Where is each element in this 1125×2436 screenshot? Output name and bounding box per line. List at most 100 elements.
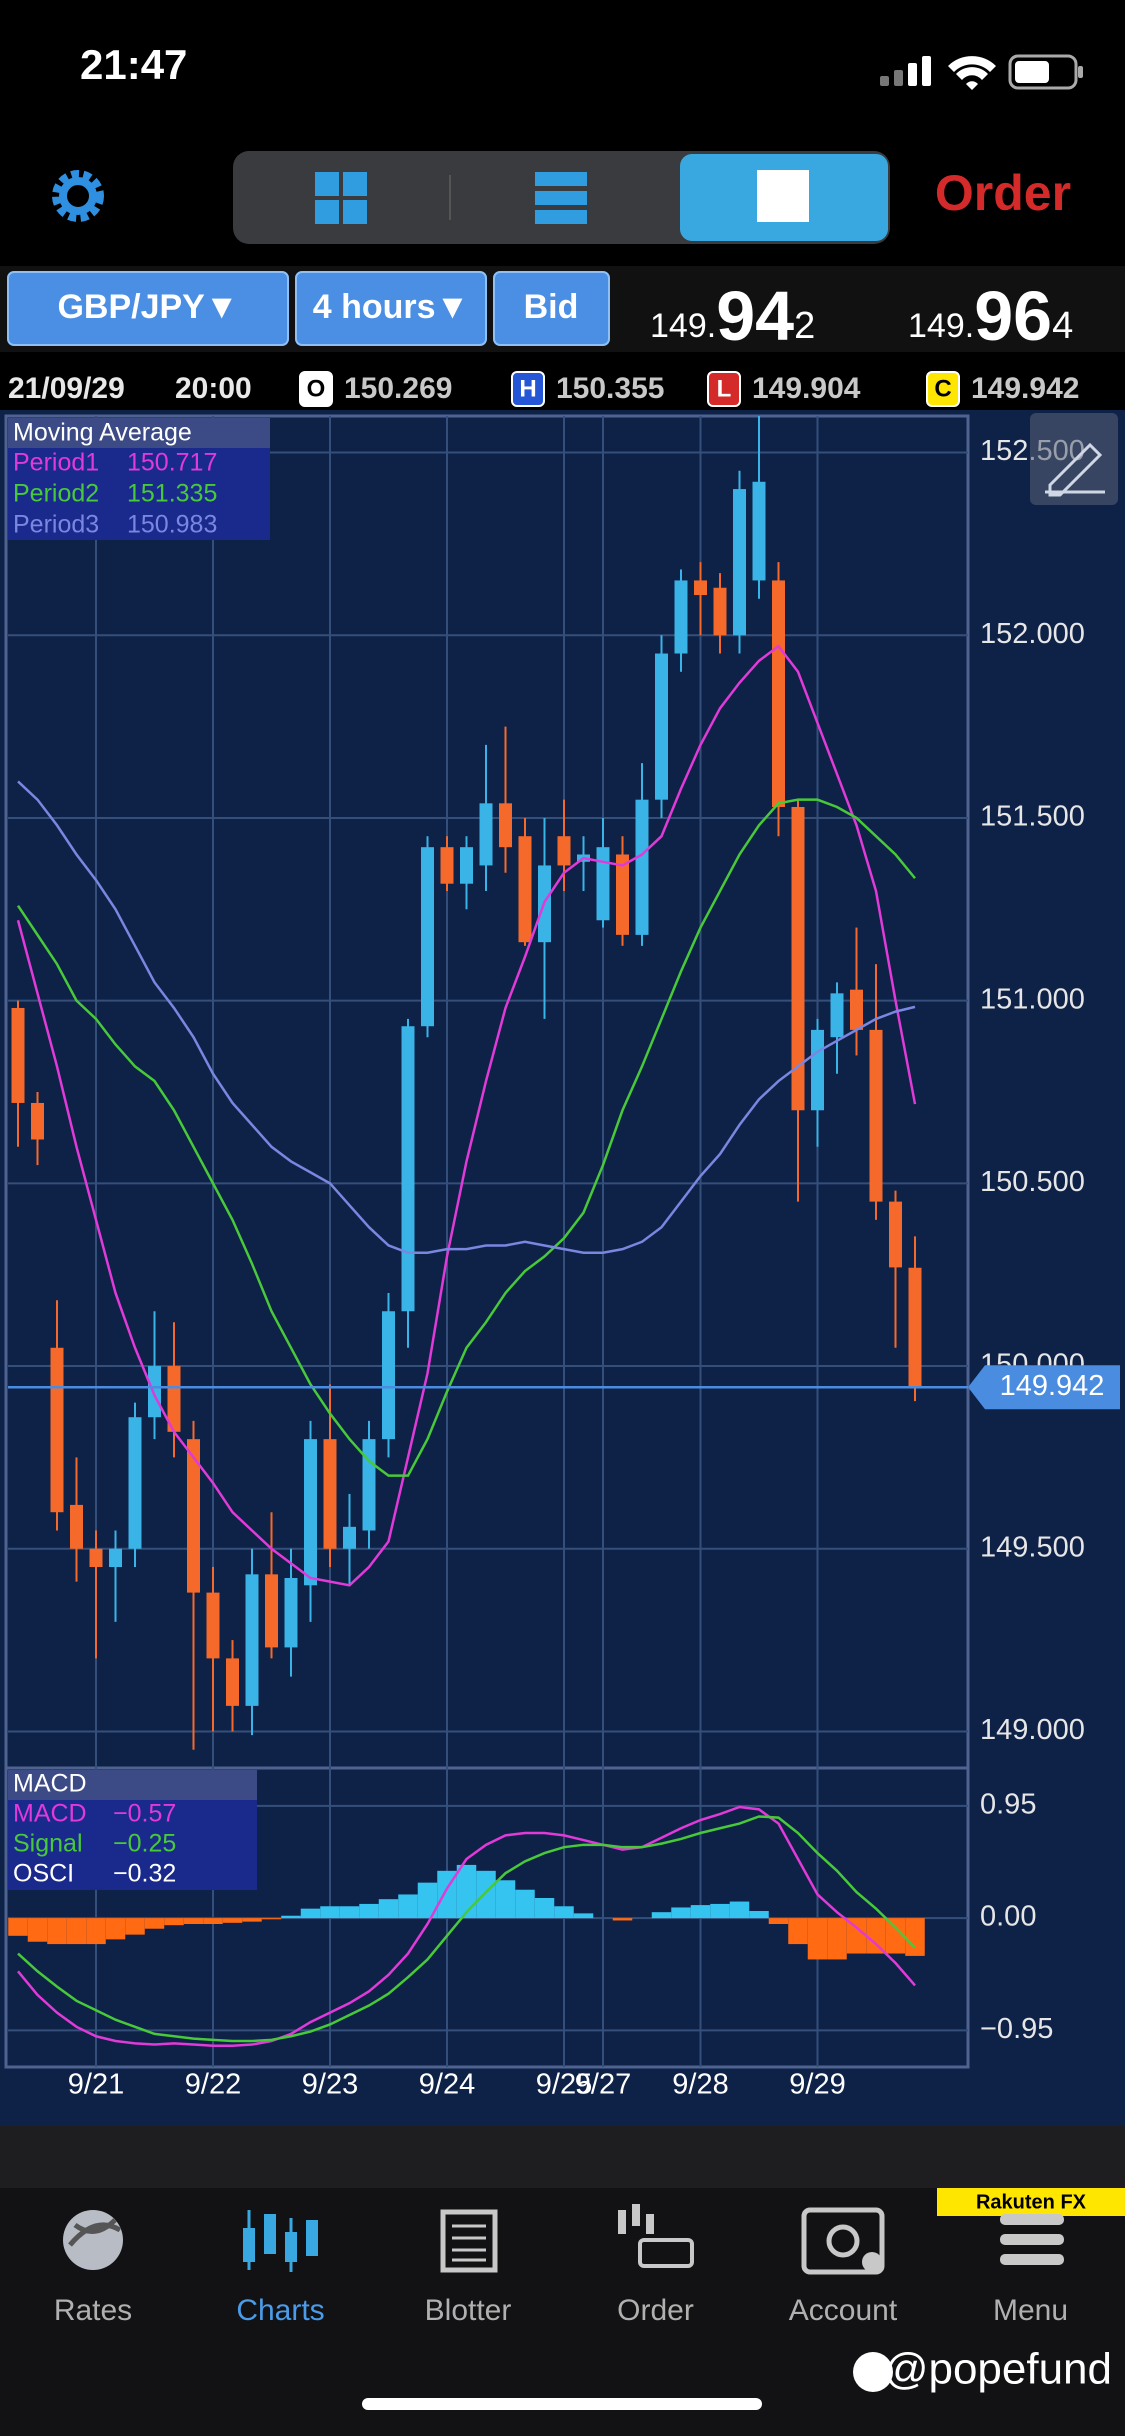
osci-bar [105, 1918, 126, 1940]
legend-name: Period1 [13, 449, 99, 477]
draw-tool-button[interactable] [1030, 413, 1118, 505]
osci-bar [612, 1918, 633, 1921]
legend-name: OSCI [13, 1860, 74, 1888]
ohlc-badge [299, 371, 333, 407]
candle-body [128, 1417, 142, 1549]
tab-label[interactable]: Menu [993, 2294, 1068, 2327]
bid-price: 149.942 [650, 277, 815, 355]
candle-body [557, 836, 571, 866]
osci-bar [827, 1918, 847, 1960]
ohlc-badge [707, 371, 741, 407]
layout-grid-button[interactable] [315, 172, 367, 224]
legend-value: −0.32 [113, 1860, 176, 1888]
candle-body [791, 806, 805, 1111]
home-indicator [362, 2398, 762, 2410]
candle-body [499, 803, 512, 848]
candle-body [148, 1366, 161, 1418]
plot-frame [4, 414, 970, 2069]
x-tick-label: 9/29 [789, 2069, 845, 2101]
candle-body [772, 580, 785, 807]
ask-pip: 4 [1052, 305, 1073, 347]
tab-label[interactable]: Blotter [425, 2294, 512, 2327]
legend-body [8, 1800, 257, 1890]
osci-bar [671, 1907, 691, 1919]
bar-date: 21/09/29 [8, 372, 125, 405]
single-icon [757, 170, 809, 222]
tab-label[interactable]: Account [789, 2294, 898, 2327]
layout-list-button[interactable] [535, 172, 587, 224]
osci-bar [183, 1918, 204, 1924]
osci-bar [222, 1918, 243, 1923]
ohlc-badge [511, 371, 545, 407]
legend-value: 150.717 [127, 449, 217, 477]
candle-body [674, 580, 688, 654]
candle-body [362, 1439, 376, 1531]
osci-bar [300, 1908, 321, 1919]
candle-body [206, 1592, 220, 1659]
legend-body [8, 448, 270, 540]
watermark-logo [853, 2352, 893, 2392]
osci-bar [573, 1913, 594, 1919]
candle-body [908, 1267, 922, 1388]
osci-bar [788, 1918, 808, 1945]
timeframe-button[interactable] [295, 271, 487, 346]
ask-big: 96 [974, 277, 1052, 355]
side-label: Bid [524, 288, 579, 326]
candle-body [596, 847, 610, 921]
order-button[interactable]: Order [935, 165, 1071, 221]
osci-bar [515, 1889, 535, 1919]
x-tick-label: 9/23 [302, 2069, 358, 2101]
candle-body [518, 836, 532, 943]
ohlc-value: 149.904 [752, 372, 861, 405]
legend-name: Period2 [13, 480, 99, 508]
osci-bar [339, 1906, 360, 1919]
timeframe-label: 4 hours▼ [313, 288, 469, 326]
legend-name: Signal [13, 1830, 83, 1858]
ohlc-badge-label: C [934, 375, 951, 402]
osci-bar [534, 1898, 555, 1919]
y-tick-label: 150.500 [980, 1166, 1085, 1198]
current-price-tag [968, 1365, 1120, 1410]
legend-value: 150.983 [127, 511, 217, 539]
pair-button[interactable] [7, 271, 289, 346]
x-tick-label: 9/22 [185, 2069, 241, 2101]
legend-header [8, 1770, 257, 1800]
legend-value: −0.25 [113, 1830, 176, 1858]
candle-body [401, 1026, 415, 1312]
candle-body [733, 489, 746, 636]
y-tick-label: 0.00 [980, 1901, 1036, 1933]
candle-body [226, 1658, 239, 1706]
legend-value: −0.57 [113, 1800, 176, 1828]
osci-bar [125, 1918, 145, 1935]
brand: Rakuten FX [976, 2191, 1087, 2213]
legend-value: 151.335 [127, 480, 217, 508]
side-button[interactable] [493, 271, 610, 346]
tab-label[interactable]: Order [617, 2294, 694, 2327]
candle-body [343, 1526, 356, 1549]
macd-line [17, 1815, 916, 2043]
legend-name: Period3 [13, 511, 99, 539]
candle-body [382, 1311, 395, 1440]
candle-body [265, 1574, 278, 1648]
osci-bar [749, 1911, 769, 1919]
osci-bar [261, 1918, 282, 1920]
osci-bar [27, 1918, 48, 1942]
osci-bar [8, 1918, 28, 1936]
candle-body [440, 847, 454, 884]
candle-body [284, 1577, 298, 1648]
tab-label[interactable]: Rates [54, 2294, 132, 2327]
settings-button[interactable] [52, 170, 104, 222]
candle-body [304, 1439, 317, 1586]
osci-bar [554, 1906, 574, 1919]
osci-bar [203, 1918, 223, 1924]
bid-lead: 149. [650, 307, 716, 345]
osci-bar [885, 1918, 906, 1954]
watermark: @popefund [884, 2345, 1112, 2394]
tab-label[interactable]: Charts [236, 2294, 324, 2327]
osci-bar [378, 1899, 399, 1919]
osci-bar [866, 1918, 886, 1954]
y-tick-label: 149.000 [980, 1714, 1085, 1746]
candle-body [89, 1548, 103, 1568]
x-tick-label: 9/27 [575, 2069, 631, 2101]
